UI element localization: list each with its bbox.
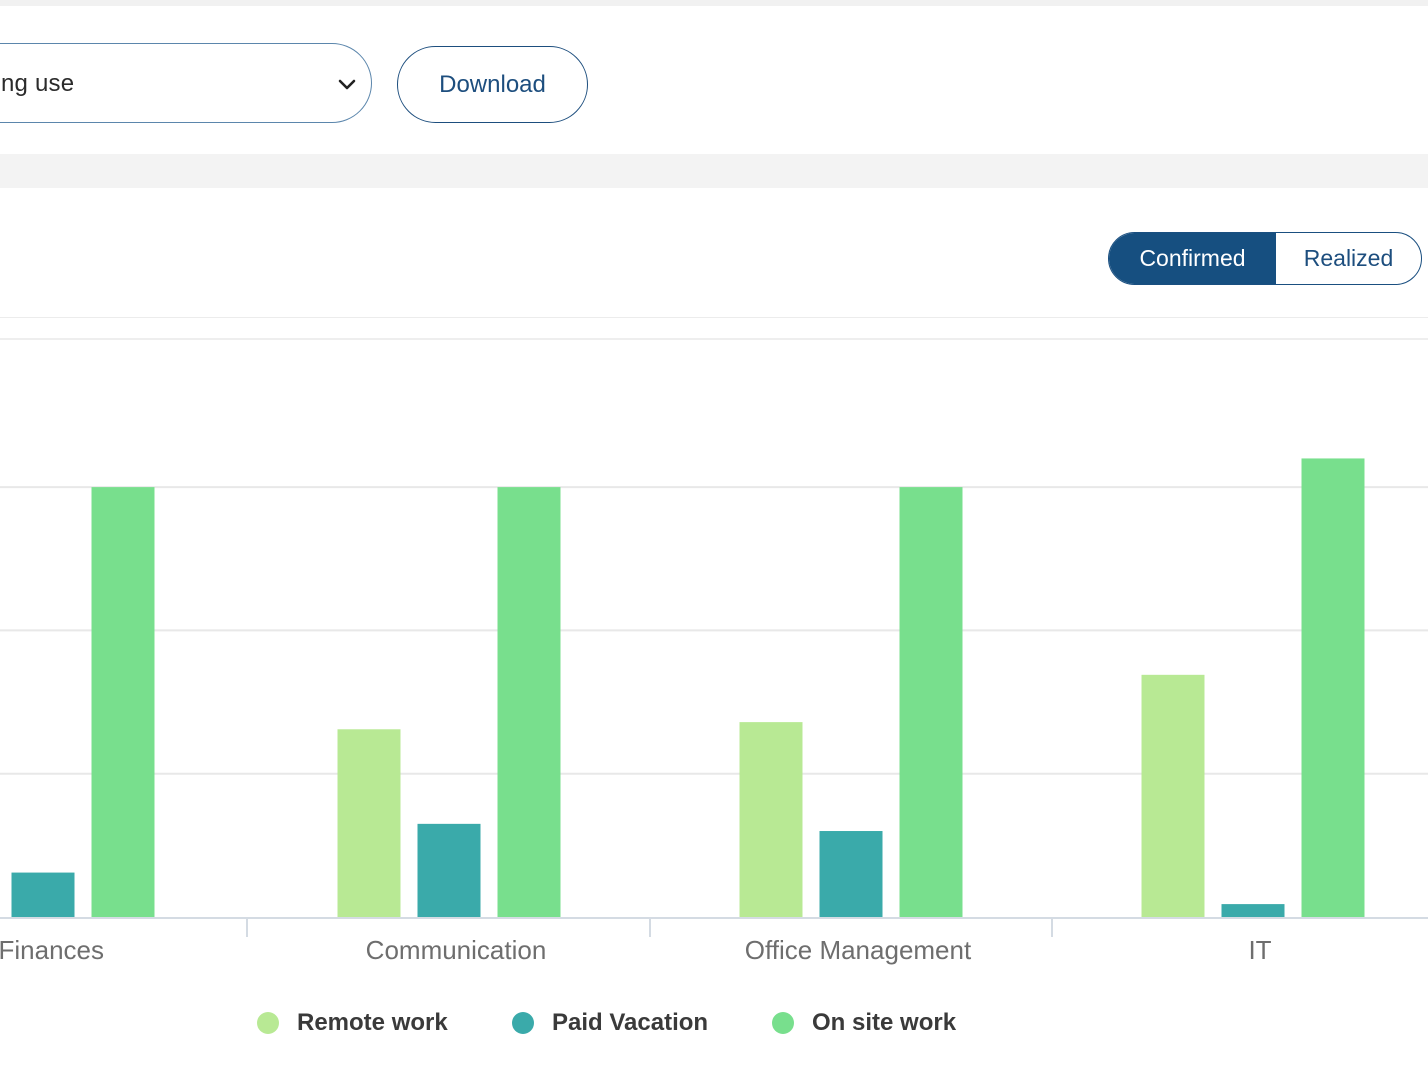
report-type-select-value: ng use: [1, 70, 75, 97]
download-button[interactable]: Download: [397, 46, 588, 123]
legend-item-paid-vacation[interactable]: Paid Vacation: [512, 1008, 708, 1038]
bar-on-site-work: [91, 487, 155, 917]
bar-remote-work: [337, 729, 401, 917]
confirmed-realized-toggle: Confirmed Realized: [1108, 232, 1422, 285]
x-tick-label: Office Management: [745, 935, 972, 965]
legend-item-on-site-work[interactable]: On site work: [772, 1008, 956, 1038]
bar-on-site-work: [497, 487, 561, 917]
chart-top-border: [0, 338, 1428, 340]
chart-panel: Confirmed Realized Finances Communication…: [0, 188, 1428, 1069]
bar-on-site-work: [899, 487, 963, 917]
bar-paid-vacation: [1221, 904, 1285, 917]
bar-paid-vacation: [819, 831, 883, 917]
x-tick-label: IT: [1248, 935, 1271, 965]
legend-label: On site work: [812, 1009, 957, 1036]
x-tick-label: Finances: [0, 935, 104, 965]
chevron-down-icon: [338, 79, 356, 90]
bar-paid-vacation: [11, 872, 75, 917]
top-strip: [0, 0, 1428, 6]
legend-dot: [512, 1012, 534, 1034]
report-type-select[interactable]: ng use: [0, 43, 372, 123]
bar-on-site-work: [1301, 458, 1365, 917]
bar-remote-work: [1141, 674, 1205, 917]
legend-item-remote-work[interactable]: Remote work: [257, 1008, 448, 1038]
bar-remote-work: [739, 722, 803, 917]
legend-dot: [257, 1012, 279, 1034]
header-divider: [0, 317, 1428, 318]
legend-label: Paid Vacation: [552, 1009, 709, 1036]
legend-dot: [772, 1012, 794, 1034]
toggle-confirmed[interactable]: Confirmed: [1109, 233, 1276, 284]
x-tick-label: Communication: [366, 935, 547, 965]
bar-paid-vacation: [417, 823, 481, 917]
legend-label: Remote work: [297, 1009, 448, 1036]
toolbar: ng use Download: [0, 6, 1428, 154]
toggle-realized[interactable]: Realized: [1303, 245, 1394, 271]
bar-chart: Finances Communication Office Management IT: [0, 458, 1428, 965]
